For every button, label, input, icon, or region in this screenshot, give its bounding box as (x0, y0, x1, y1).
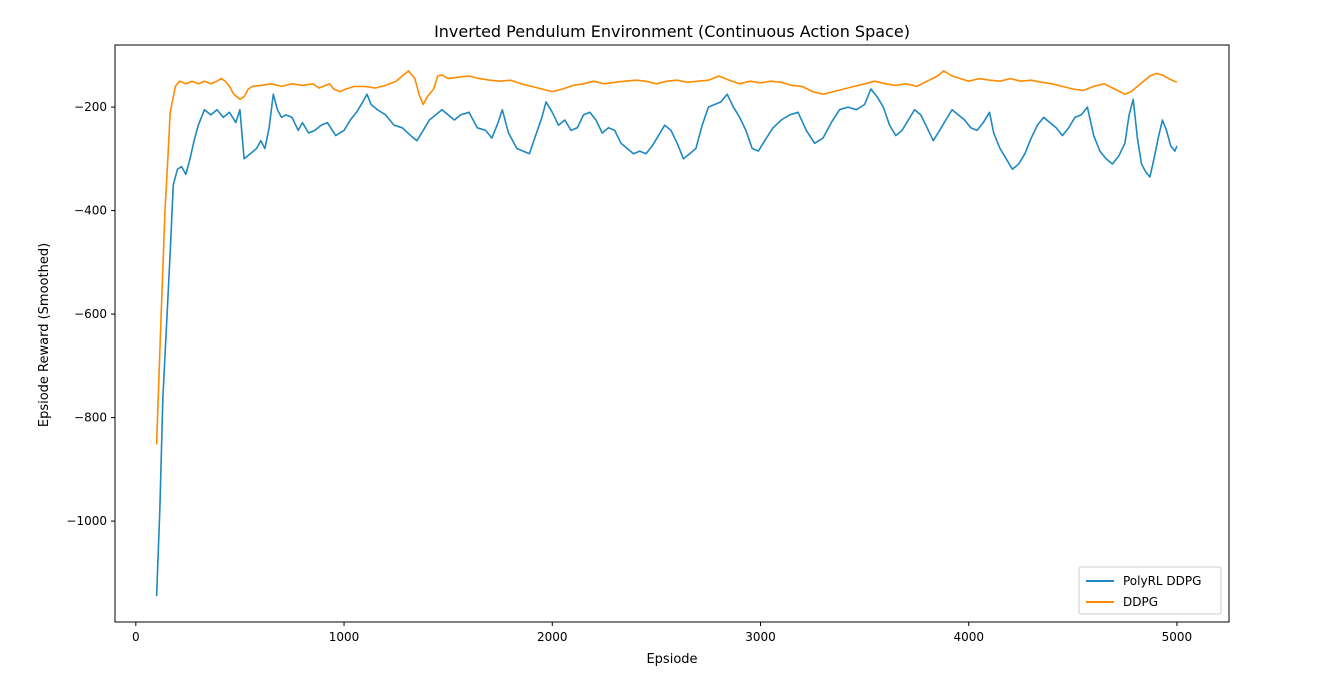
x-tick-label: 4000 (953, 630, 984, 644)
y-tick-label: −600 (74, 307, 107, 321)
plot-area (155, 70, 1178, 597)
x-axis-label: Epsiode (646, 652, 697, 667)
axes: 0 1000 2000 3000 4000 5000 −1000 −800 −600 −400 −2… (66, 44, 1230, 644)
y-tick-label: −400 (74, 204, 107, 218)
legend-entry-label: PolyRL DDPG (1123, 574, 1201, 588)
y-tick-label: −1000 (66, 514, 107, 528)
y-tick-label: −200 (74, 100, 107, 114)
x-tick-label: 3000 (745, 630, 776, 644)
legend-entry-label: DDPG (1123, 595, 1158, 609)
series-line-2 (155, 70, 1178, 445)
legend: PolyRL DDPG DDPG (1078, 566, 1222, 615)
axes-frame (114, 44, 1230, 623)
series-line-1 (155, 88, 1178, 597)
x-tick-label: 5000 (1162, 630, 1193, 644)
x-tick-label: 2000 (537, 630, 568, 644)
chart-title: Inverted Pendulum Environment (Continuou… (434, 22, 910, 41)
y-tick-label: −800 (74, 411, 107, 425)
x-tick-label: 0 (132, 630, 140, 644)
x-tick-label: 1000 (329, 630, 360, 644)
y-axis-label: Epsiode Reward (Smoothed) (37, 243, 52, 427)
legend-box (1078, 566, 1222, 615)
